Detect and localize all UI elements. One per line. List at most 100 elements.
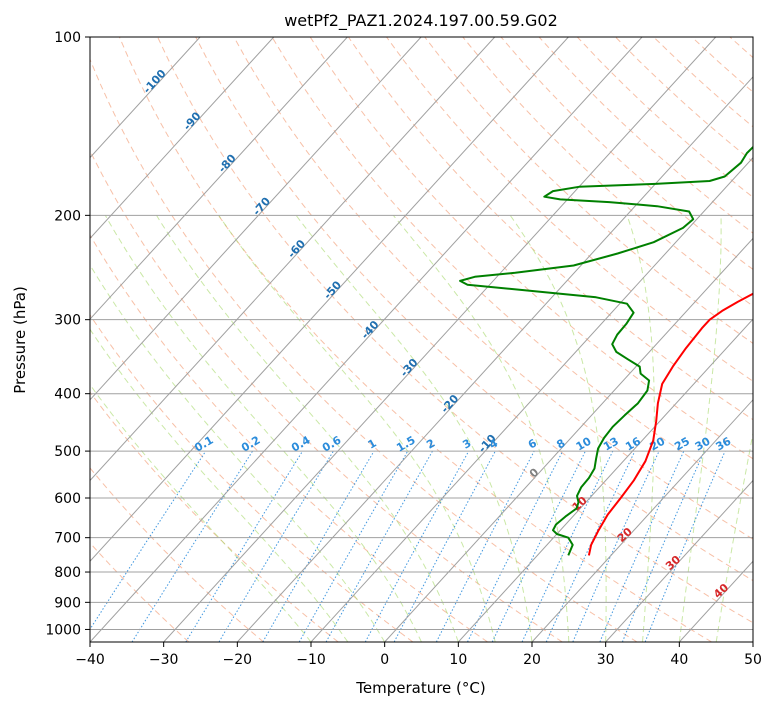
isotherm-line <box>457 318 753 642</box>
dry-adiabat-line <box>462 37 753 307</box>
y-tick-label: 600 <box>54 491 81 507</box>
x-tick-label: 0 <box>380 652 389 668</box>
x-tick-label: −20 <box>223 652 253 668</box>
chart-title: wetPf2_PAZ1.2024.197.00.59.G02 <box>284 11 558 31</box>
isotherm-line <box>90 37 275 240</box>
x-tick-label: 50 <box>744 652 762 668</box>
dry-adiabat-line <box>424 37 753 344</box>
mixing-ratio-line <box>435 450 535 642</box>
dry-adiabat-line <box>90 467 264 642</box>
y-tick-label: 800 <box>54 565 81 581</box>
x-tick-label: 40 <box>670 652 688 668</box>
isotherm-label: 20 <box>615 525 635 545</box>
mixing-ratio-line <box>131 450 254 642</box>
dry-adiabat-line <box>653 37 753 128</box>
mixing-ratio-line <box>364 450 470 642</box>
dry-adiabat-label: -50 <box>321 278 344 302</box>
moist-adiabat-line <box>678 215 722 642</box>
isotherm-line <box>310 156 753 642</box>
moist-adiabat-line <box>156 215 459 642</box>
mixing-ratio-line <box>393 450 496 642</box>
dry-adiabat-line <box>118 37 712 642</box>
moist-adiabat-line <box>218 215 496 642</box>
y-tick-label: 300 <box>54 313 81 329</box>
dry-adiabat-line <box>90 313 414 642</box>
dry-adiabat-line <box>615 37 753 163</box>
y-axis-ticks: 100 200 300 400 500 600 700 800 900 1000 <box>45 30 90 638</box>
moist-adiabat-line <box>90 328 349 642</box>
dry-adiabat-line <box>538 37 753 234</box>
mixing-ratio-line <box>90 450 207 631</box>
isotherm-line <box>384 237 753 642</box>
mixing-ratio-line <box>218 450 334 642</box>
line-labels: 010203040-100-90-80-70-60-50-40-30-20-10… <box>141 67 734 601</box>
dry-adiabat-line <box>157 37 753 624</box>
isotherm-line <box>90 37 348 320</box>
dry-adiabat-line <box>90 234 488 642</box>
temperature-profile-line <box>587 292 753 556</box>
background-lines <box>90 37 753 642</box>
isotherm-line <box>752 641 753 642</box>
mixing-ratio-label: 3 <box>460 437 473 452</box>
isotherm-line <box>90 37 643 642</box>
x-tick-label: −10 <box>296 652 326 668</box>
isotherm-line <box>163 37 717 642</box>
dry-adiabat-label: -30 <box>398 356 421 380</box>
isotherm-line <box>605 479 753 642</box>
mixing-ratio-line <box>325 450 433 642</box>
isotherm-label: 40 <box>711 581 731 601</box>
y-tick-label: 200 <box>54 208 81 224</box>
y-tick-label: 100 <box>54 30 81 46</box>
dry-adiabat-line <box>386 37 753 382</box>
mixing-ratio-label: 2 <box>424 437 437 452</box>
dry-adiabat-line <box>90 58 638 642</box>
moist-adiabat-line <box>715 430 753 642</box>
dry-adiabat-line <box>90 149 563 642</box>
x-axis-label: Temperature (°C) <box>355 679 485 697</box>
plot-frame <box>89 36 754 643</box>
mixing-ratio-line <box>599 450 685 642</box>
dry-adiabat-label: -80 <box>216 152 239 176</box>
moist-adiabat-line <box>90 383 312 642</box>
y-tick-label: 1000 <box>45 622 81 638</box>
mixing-ratio-line <box>621 450 705 642</box>
mixing-ratio-line <box>298 450 409 642</box>
mixing-ratio-line <box>545 450 636 642</box>
x-tick-label: −40 <box>75 652 105 668</box>
dry-adiabat-line <box>309 37 753 460</box>
dry-adiabat-label: -60 <box>285 237 308 261</box>
moist-adiabat-line <box>104 215 422 642</box>
moist-adiabat-line <box>392 214 570 642</box>
dry-adiabat-line <box>90 391 339 642</box>
mixing-ratio-line <box>644 450 726 642</box>
y-tick-label: 700 <box>54 531 81 547</box>
x-tick-label: −30 <box>149 652 179 668</box>
dry-adiabat-line <box>195 37 753 582</box>
dry-adiabat-line <box>729 37 753 59</box>
dry-adiabat-line <box>576 37 753 198</box>
isotherm-line <box>90 37 201 159</box>
mixing-ratio-line <box>185 450 304 642</box>
dry-adiabat-label: -70 <box>250 194 273 218</box>
moist-adiabat-line <box>626 215 655 642</box>
y-axis-label: Pressure (hPa) <box>11 286 29 394</box>
dry-adiabat-line <box>90 542 190 642</box>
moist-adiabat-line <box>509 215 607 642</box>
dewpoint-profile-line <box>459 145 753 556</box>
x-axis-ticks: −40 −30 −20 −10 0 10 20 30 40 50 <box>75 642 762 668</box>
dry-adiabat-line <box>691 37 753 93</box>
dry-adiabat-line <box>347 37 753 421</box>
y-tick-label: 400 <box>54 387 81 403</box>
profile-layer <box>459 145 753 556</box>
mixing-ratio-line <box>467 450 564 642</box>
moist-adiabat-line <box>90 264 386 642</box>
isotherm-line <box>90 37 422 401</box>
isotherm-line <box>531 399 753 642</box>
dry-adiabat-label: -20 <box>438 392 461 416</box>
dry-adiabat-label: -40 <box>359 318 382 342</box>
mixing-ratio-line <box>572 450 660 642</box>
y-tick-label: 500 <box>54 444 81 460</box>
isotherm-line <box>236 76 753 642</box>
